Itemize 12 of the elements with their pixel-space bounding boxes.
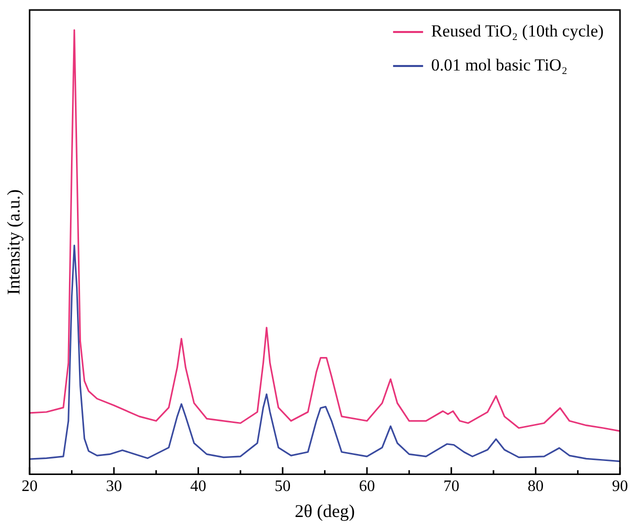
x-tick-label: 30 — [106, 478, 122, 496]
x-tick-label: 20 — [22, 478, 38, 496]
legend-label: 0.01 mol basic TiO₂ — [431, 55, 568, 74]
x-tick-label: 50 — [274, 478, 291, 496]
x-tick-label: 70 — [443, 478, 460, 496]
x-tick-label: 80 — [528, 478, 544, 496]
x-tick-label: 90 — [612, 478, 628, 496]
x-axis-title: 2θ (deg) — [294, 500, 355, 521]
legend-label: Reused TiO₂ (10th cycle) — [431, 21, 604, 40]
x-tick-label: 60 — [358, 478, 375, 496]
y-axis-title: Intensity (a.u.) — [4, 189, 24, 295]
x-tick-label: 40 — [190, 478, 206, 496]
